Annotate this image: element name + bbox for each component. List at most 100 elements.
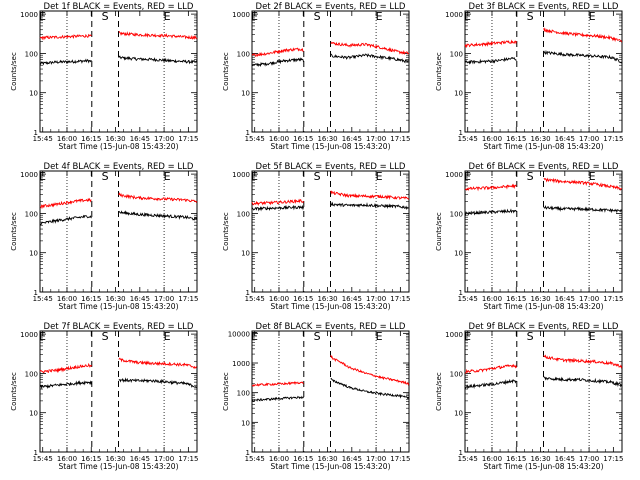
marker-s: S bbox=[102, 10, 109, 23]
y-tick-label: 10 bbox=[29, 90, 38, 98]
y-tick-label: 1000 bbox=[232, 11, 250, 19]
x-tick-label: 17:00 bbox=[579, 135, 599, 143]
x-tick-label: 16:45 bbox=[342, 295, 362, 303]
x-tick-label: 15:45 bbox=[458, 295, 478, 303]
x-axis-label: Start Time (15-Jun-08 15:43:20) bbox=[484, 462, 604, 471]
marker-s: S bbox=[527, 330, 534, 343]
y-tick-label: 10 bbox=[241, 419, 250, 427]
x-axis-label: Start Time (15-Jun-08 15:43:20) bbox=[484, 142, 604, 151]
y-axis-label: Counts/sec bbox=[10, 52, 18, 91]
x-tick-label: 17:15 bbox=[390, 135, 410, 143]
x-tick-label: 16:30 bbox=[105, 295, 125, 303]
series-line-lld bbox=[39, 192, 198, 209]
y-tick-label: 1 bbox=[34, 289, 38, 297]
series-line-lld bbox=[251, 41, 410, 58]
series-line-events bbox=[464, 204, 623, 217]
series-line-events bbox=[251, 53, 409, 68]
y-tick-label: 10 bbox=[241, 90, 250, 98]
series-line-events bbox=[464, 376, 623, 390]
x-tick-label: 15:45 bbox=[33, 135, 53, 143]
marker-s: S bbox=[314, 10, 321, 23]
marker-e: E bbox=[376, 10, 383, 23]
panel-title: Det 4f BLACK = Events, RED = LLD bbox=[44, 162, 194, 172]
y-axis-label: Counts/sec bbox=[222, 372, 230, 411]
x-tick-label: 16:45 bbox=[130, 135, 150, 143]
x-tick-label: 16:15 bbox=[81, 295, 101, 303]
panel-title: Det 8f BLACK = Events, RED = LLD bbox=[256, 322, 406, 332]
y-tick-label: 1 bbox=[459, 289, 463, 297]
y-tick-label: 10000 bbox=[228, 330, 250, 338]
panel-det-8: Det 8f BLACK = Events, RED = LLDESE11010… bbox=[222, 322, 410, 471]
y-tick-label: 100 bbox=[237, 50, 250, 58]
y-tick-label: 100 bbox=[25, 50, 38, 58]
y-tick-label: 1000 bbox=[445, 171, 463, 179]
y-tick-label: 1 bbox=[246, 449, 250, 457]
y-tick-label: 1000 bbox=[232, 171, 250, 179]
marker-e: E bbox=[464, 330, 471, 343]
marker-s: S bbox=[527, 170, 534, 183]
x-tick-label: 16:00 bbox=[269, 135, 289, 143]
marker-e: E bbox=[376, 170, 383, 183]
x-tick-label: 17:00 bbox=[154, 135, 174, 143]
y-axis-label: Counts/sec bbox=[10, 372, 18, 411]
x-tick-label: 16:00 bbox=[482, 295, 502, 303]
y-tick-label: 100 bbox=[450, 370, 463, 378]
x-tick-label: 17:15 bbox=[178, 135, 198, 143]
x-tick-label: 16:15 bbox=[81, 135, 101, 143]
x-tick-label: 17:15 bbox=[603, 295, 623, 303]
series-line-events bbox=[39, 210, 198, 226]
series-line-events bbox=[464, 49, 623, 65]
y-tick-label: 100 bbox=[450, 50, 463, 58]
x-tick-label: 17:00 bbox=[579, 455, 599, 463]
panel-title: Det 1f BLACK = Events, RED = LLD bbox=[44, 2, 194, 12]
y-tick-label: 100 bbox=[237, 210, 250, 218]
x-tick-label: 16:00 bbox=[57, 455, 77, 463]
y-tick-label: 1000 bbox=[445, 331, 463, 339]
x-tick-label: 16:30 bbox=[317, 295, 337, 303]
y-tick-label: 1000 bbox=[20, 171, 38, 179]
x-tick-label: 16:00 bbox=[482, 135, 502, 143]
x-tick-label: 17:00 bbox=[154, 455, 174, 463]
y-tick-label: 1 bbox=[459, 129, 463, 137]
marker-s: S bbox=[102, 170, 109, 183]
x-tick-label: 16:45 bbox=[555, 455, 575, 463]
x-axis-label: Start Time (15-Jun-08 15:43:20) bbox=[59, 462, 179, 471]
x-tick-label: 17:00 bbox=[579, 295, 599, 303]
y-tick-label: 10 bbox=[454, 90, 463, 98]
marker-e: E bbox=[589, 170, 596, 183]
series-line-lld bbox=[464, 27, 622, 49]
y-tick-label: 100 bbox=[237, 390, 250, 398]
x-axis-label: Start Time (15-Jun-08 15:43:20) bbox=[59, 142, 179, 151]
y-axis-label: Counts/sec bbox=[435, 212, 443, 251]
y-tick-label: 10 bbox=[29, 410, 38, 418]
x-tick-label: 15:45 bbox=[245, 295, 265, 303]
y-tick-label: 1000 bbox=[232, 360, 250, 368]
x-tick-label: 16:45 bbox=[555, 135, 575, 143]
series-line-lld bbox=[464, 177, 623, 192]
x-axis-label: Start Time (15-Jun-08 15:43:20) bbox=[271, 142, 391, 151]
series-line-lld bbox=[251, 190, 410, 206]
x-tick-label: 15:45 bbox=[458, 455, 478, 463]
x-tick-label: 16:30 bbox=[317, 455, 337, 463]
y-tick-label: 1000 bbox=[20, 331, 38, 339]
x-tick-label: 16:30 bbox=[530, 455, 550, 463]
y-axis-label: Counts/sec bbox=[222, 212, 230, 251]
y-axis-label: Counts/sec bbox=[222, 52, 230, 91]
x-tick-label: 16:15 bbox=[506, 295, 526, 303]
x-axis-label: Start Time (15-Jun-08 15:43:20) bbox=[59, 302, 179, 311]
y-tick-label: 10 bbox=[241, 250, 250, 258]
x-tick-label: 15:45 bbox=[458, 135, 478, 143]
x-tick-label: 16:15 bbox=[506, 135, 526, 143]
series-line-lld bbox=[39, 31, 198, 41]
x-tick-label: 15:45 bbox=[245, 135, 265, 143]
series-line-events bbox=[251, 377, 410, 402]
y-axis-label: Counts/sec bbox=[435, 372, 443, 411]
marker-e: E bbox=[251, 170, 258, 183]
x-tick-label: 15:45 bbox=[33, 295, 53, 303]
